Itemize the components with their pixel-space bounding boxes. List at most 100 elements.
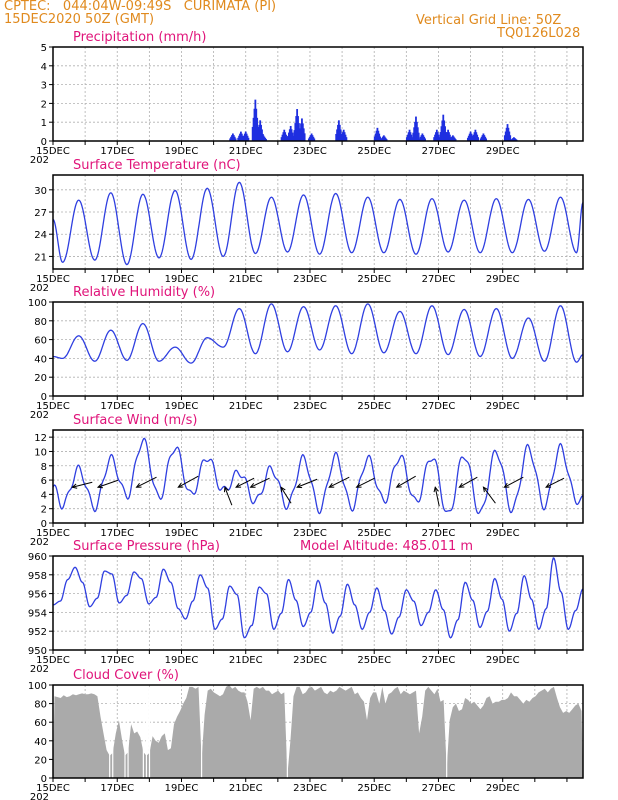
precip-bar bbox=[477, 137, 479, 141]
x-tick-label: 27DEC bbox=[422, 274, 456, 285]
x-tick-label: 21DEC bbox=[229, 274, 263, 285]
precip-bar bbox=[454, 139, 457, 141]
precip-bar bbox=[265, 139, 267, 141]
series-line bbox=[52, 303, 584, 364]
x-tick-label: 19DEC bbox=[165, 274, 199, 285]
x-tick-label: 17DEC bbox=[100, 146, 134, 157]
y-tick-label: 5 bbox=[41, 43, 47, 54]
wind-arrow-shaft bbox=[296, 478, 318, 488]
y-tick-label: 0 bbox=[41, 519, 47, 530]
precip-bar bbox=[345, 137, 348, 141]
x-tick-label: 15DEC bbox=[36, 528, 70, 539]
x-tick-label: 21DEC bbox=[229, 783, 263, 794]
x-tick-label: 25DEC bbox=[357, 655, 391, 666]
x-tick-label: 21DEC bbox=[229, 655, 263, 666]
y-tick-label: 100 bbox=[28, 298, 47, 309]
x-tick-label: 19DEC bbox=[165, 528, 199, 539]
series-line bbox=[52, 437, 584, 515]
wind-arrow-head bbox=[235, 482, 242, 488]
wind-arrow-shaft bbox=[396, 475, 416, 488]
x-tick-label: 23DEC bbox=[293, 401, 327, 412]
precip-bar bbox=[313, 138, 316, 141]
x-tick-label: 25DEC bbox=[357, 146, 391, 157]
y-tick-label: 60 bbox=[34, 336, 47, 347]
y-tick-label: 80 bbox=[34, 317, 47, 328]
x-tick-label: 25DEC bbox=[357, 528, 391, 539]
pressure-series-line bbox=[52, 557, 584, 639]
y-tick-label: 1 bbox=[41, 118, 47, 129]
precip-bar bbox=[292, 135, 295, 141]
wind-arrow-head bbox=[71, 483, 78, 489]
panel-5: 0 20 40 60 80 100 15DEC 17DEC 19DEC 21DEC 23DEC 25D… bbox=[28, 668, 584, 800]
header-date: 15DEC2020 50Z (GMT) bbox=[4, 12, 155, 27]
x-tick-label: 29DEC bbox=[486, 146, 520, 157]
wind-arrow-head bbox=[177, 482, 184, 488]
wind-arrow-head bbox=[395, 482, 402, 488]
x-tick-label: 15DEC bbox=[36, 274, 70, 285]
x-tick-label: 17DEC bbox=[100, 528, 134, 539]
x-tick-label: 15DEC bbox=[36, 401, 70, 412]
x-tick-label: 25DEC bbox=[357, 783, 391, 794]
wind-arrow-shaft bbox=[545, 477, 565, 488]
panel-4: 950 952 954 956 958 960 15DEC 17DEC 19DEC 21DEC 23… bbox=[28, 539, 584, 675]
y-tick-label: 4 bbox=[41, 490, 47, 501]
x-tick-label: 29DEC bbox=[486, 401, 520, 412]
x-tick-label: 23DEC bbox=[293, 783, 327, 794]
panel-title: Surface Wind (m/s) bbox=[73, 413, 197, 428]
y-tick-label: 40 bbox=[34, 737, 47, 748]
x-tick-label: 29DEC bbox=[486, 528, 520, 539]
y-tick-label: 3 bbox=[41, 81, 47, 92]
x-tick-label: 27DEC bbox=[422, 401, 456, 412]
panel-title: Precipitation (mm/h) bbox=[73, 30, 206, 45]
header-grid-line: Vertical Grid Line: 50Z bbox=[416, 13, 562, 28]
wind-arrow-head bbox=[328, 482, 335, 488]
x-tick-label: 27DEC bbox=[422, 146, 456, 157]
y-tick-label: 30 bbox=[34, 186, 47, 197]
y-tick-label: 960 bbox=[28, 552, 47, 563]
wind-arrow-shaft bbox=[72, 481, 93, 488]
x-tick-label: 29DEC bbox=[486, 783, 520, 794]
wind-arrow-shaft bbox=[356, 477, 375, 488]
y-tick-label: 6 bbox=[41, 476, 47, 487]
precip-bar bbox=[509, 135, 512, 141]
precip-bar bbox=[303, 133, 306, 141]
model-altitude-label: Model Altitude: 485.011 m bbox=[300, 539, 473, 554]
panel-1: 21 24 27 30 15DEC 17DEC 19DEC 21DEC 23DEC 25DEC 27… bbox=[30, 158, 584, 294]
precip-bar bbox=[286, 137, 288, 141]
wind-arrow-shaft bbox=[434, 487, 440, 507]
x-tick-label: 17DEC bbox=[100, 274, 134, 285]
panel-title: Relative Humidity (%) bbox=[73, 285, 215, 300]
x-tick-label: 27DEC bbox=[422, 783, 456, 794]
wind-arrow-head bbox=[280, 486, 286, 493]
wind-arrow-shaft bbox=[250, 477, 270, 488]
panel-frame bbox=[52, 429, 584, 524]
panel-0: 0 1 2 3 4 5 15DEC 17DEC 19DEC 21DEC 23DEC 25DEC 27DE… bbox=[30, 30, 584, 166]
y-tick-label: 0 bbox=[41, 774, 47, 785]
y-tick-label: 60 bbox=[34, 718, 47, 729]
x-tick-label: 21DEC bbox=[229, 146, 263, 157]
y-tick-label: 20 bbox=[34, 755, 47, 766]
x-tick-label: 29DEC bbox=[486, 655, 520, 666]
x-tick-label: 23DEC bbox=[293, 146, 327, 157]
y-tick-label: 2 bbox=[41, 99, 47, 110]
wind-arrows bbox=[71, 475, 565, 507]
header-station: CPTEC: 044:04W-09:49S CURIMATA (PI) bbox=[4, 0, 277, 14]
x-tick-label: 17DEC bbox=[100, 655, 134, 666]
x-tick-label: 29DEC bbox=[486, 274, 520, 285]
y-tick-label: 0 bbox=[41, 392, 47, 403]
precip-bar bbox=[424, 138, 426, 141]
wind-arrow-shaft bbox=[459, 476, 478, 488]
x-tick-label: 17DEC bbox=[100, 401, 134, 412]
header-model-code: TQ0126L028 bbox=[497, 26, 581, 41]
y-tick-label: 8 bbox=[41, 462, 47, 473]
x-tick-label: 21DEC bbox=[229, 401, 263, 412]
x-tick-label: 17DEC bbox=[100, 783, 134, 794]
y-tick-label: 24 bbox=[34, 230, 47, 241]
wind-arrow-shaft bbox=[136, 476, 157, 488]
y-tick-label: 12 bbox=[34, 433, 47, 444]
wind-arrow-shaft bbox=[224, 487, 233, 506]
panel-title: Surface Temperature (nC) bbox=[73, 158, 241, 173]
wind-arrow-head bbox=[503, 482, 510, 488]
wind-arrow-shaft bbox=[483, 486, 496, 504]
